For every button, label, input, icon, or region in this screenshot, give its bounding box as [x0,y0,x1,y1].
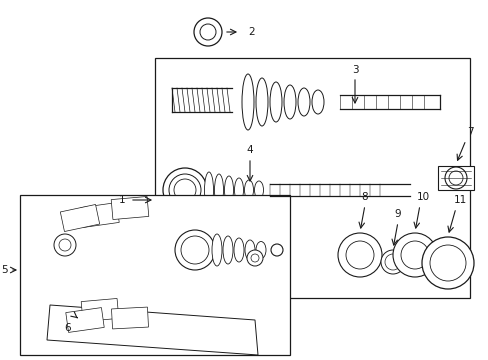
Ellipse shape [169,174,201,206]
Ellipse shape [284,85,295,119]
Ellipse shape [444,167,466,189]
Text: 5: 5 [1,265,8,275]
Circle shape [400,241,428,269]
Circle shape [346,241,373,269]
Ellipse shape [297,88,309,116]
Ellipse shape [448,171,462,185]
Text: 10: 10 [416,192,428,202]
Ellipse shape [204,172,213,208]
Ellipse shape [242,74,253,130]
Ellipse shape [244,180,253,200]
Circle shape [246,250,263,266]
Bar [155,58,469,298]
Ellipse shape [269,82,282,122]
Ellipse shape [254,181,263,199]
Bar [66,307,104,332]
Circle shape [429,245,465,281]
Circle shape [194,18,222,46]
Bar [111,197,148,220]
Ellipse shape [234,238,244,262]
Polygon shape [47,305,258,355]
Ellipse shape [163,168,206,212]
Circle shape [337,233,381,277]
Text: 1: 1 [119,195,125,205]
Text: 7: 7 [466,127,472,137]
Ellipse shape [234,178,243,202]
Ellipse shape [244,240,254,260]
Circle shape [59,239,71,251]
Bar [111,307,148,329]
Circle shape [384,254,400,270]
Circle shape [380,250,404,274]
Circle shape [421,237,473,289]
Text: 2: 2 [247,27,254,37]
Ellipse shape [256,78,267,126]
Text: 11: 11 [452,195,466,205]
Text: 8: 8 [361,192,367,202]
Bar [81,298,119,321]
Bar [60,204,100,231]
Text: 9: 9 [394,209,401,219]
Circle shape [54,234,76,256]
Bar [437,166,473,190]
Ellipse shape [181,236,208,264]
Ellipse shape [256,242,265,258]
Circle shape [392,233,436,277]
Ellipse shape [270,244,283,256]
Ellipse shape [214,174,223,206]
Text: 3: 3 [351,65,358,75]
Ellipse shape [224,176,233,204]
Bar [20,195,289,355]
Text: 4: 4 [246,145,253,155]
Ellipse shape [212,234,222,266]
Bar [81,203,119,228]
Circle shape [250,254,259,262]
Ellipse shape [175,230,215,270]
Ellipse shape [174,179,196,201]
Text: 6: 6 [64,323,71,333]
Ellipse shape [223,236,232,264]
Ellipse shape [311,90,324,114]
Circle shape [200,24,216,40]
